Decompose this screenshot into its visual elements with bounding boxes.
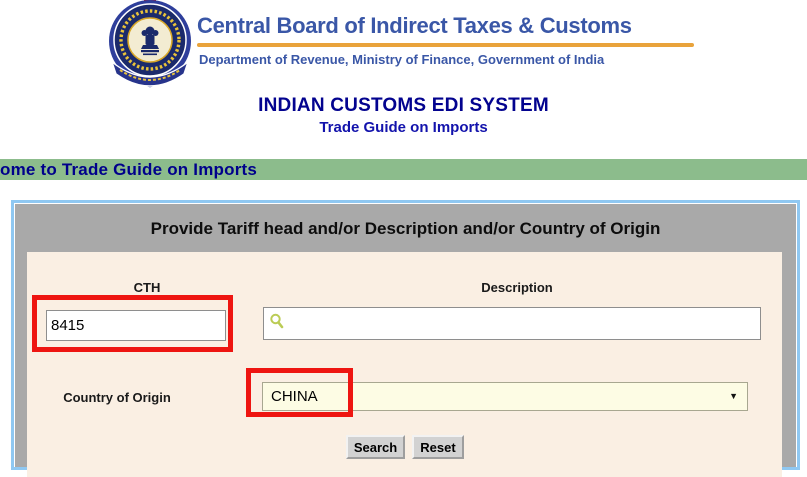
description-label: Description <box>481 280 553 295</box>
country-select-value: CHINA <box>271 388 318 405</box>
search-form-panel: Provide Tariff head and/or Description a… <box>15 204 796 477</box>
chevron-down-icon: ▼ <box>729 391 738 401</box>
cth-input[interactable] <box>46 310 226 341</box>
org-subtitle: Department of Revenue, Ministry of Finan… <box>199 52 605 67</box>
reset-button[interactable]: Reset <box>412 435 464 459</box>
form-body: CTH Description Country of Origin CHINA … <box>27 252 782 477</box>
system-subtitle: Trade Guide on Imports <box>319 119 488 136</box>
search-form-container: Provide Tariff head and/or Description a… <box>11 200 800 477</box>
welcome-banner-text: ome to Trade Guide on Imports <box>0 160 258 179</box>
ashoka-lion-emblem <box>141 26 159 56</box>
org-title-underline <box>197 43 694 47</box>
cth-label: CTH <box>133 280 161 295</box>
logo-ribbon <box>110 60 190 87</box>
country-select[interactable]: CHINA ▼ <box>262 382 748 411</box>
welcome-banner: ome to Trade Guide on Imports <box>0 159 807 180</box>
description-input[interactable] <box>263 307 761 340</box>
system-title: INDIAN CUSTOMS EDI SYSTEM <box>258 95 549 116</box>
form-title: Provide Tariff head and/or Description a… <box>150 219 661 238</box>
country-of-origin-label: Country of Origin <box>63 390 171 405</box>
search-button[interactable]: Search <box>346 435 405 459</box>
cbic-emblem-logo <box>109 0 191 89</box>
org-title: Central Board of Indirect Taxes & Custom… <box>197 13 632 38</box>
